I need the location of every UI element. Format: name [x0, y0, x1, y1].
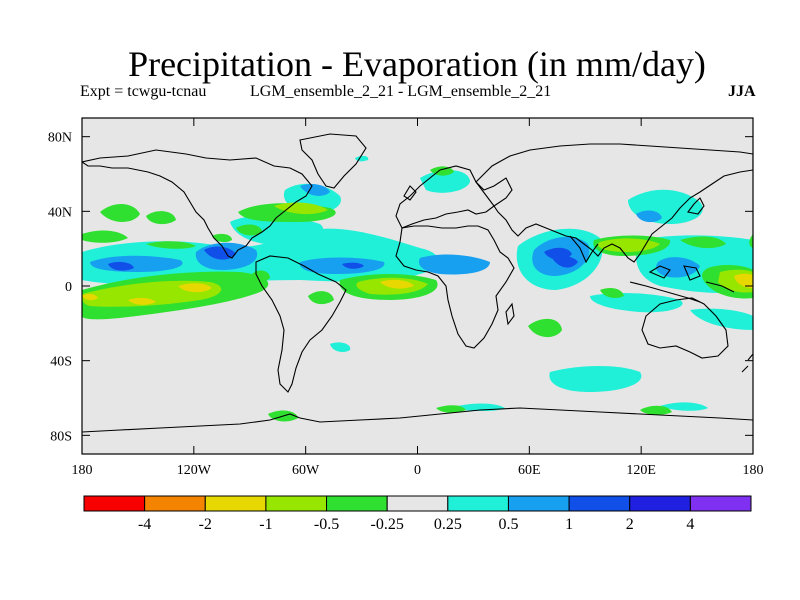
europe-coast — [395, 165, 513, 229]
colorbar-label: -2 — [199, 516, 212, 533]
colorbar-swatch — [83, 495, 146, 512]
antarctica-coast — [82, 407, 753, 433]
experiment-label: Expt = tcwgu-tcnau — [80, 83, 207, 100]
lon-tick-label: 120E — [626, 463, 656, 478]
colorbar-swatch — [629, 495, 691, 512]
colorbar: -4 -2 -1 -0.5 -0.25 0.25 0.5 1 2 4 — [83, 495, 752, 533]
precip-field — [82, 155, 753, 422]
colorbar-swatch — [689, 495, 752, 512]
lon-tick-label: 60E — [518, 463, 541, 478]
colorbar-label: 4 — [686, 516, 694, 533]
lon-tick-label: 0 — [414, 463, 421, 478]
colorbar-label: 2 — [626, 516, 634, 533]
colorbar-label: -4 — [138, 516, 151, 533]
colorbar-swatch — [507, 495, 570, 512]
colorbar-label: -0.5 — [314, 516, 339, 533]
lat-tick-label: 40N — [48, 205, 72, 220]
plot-title: Precipitation - Evaporation (in mm/day) — [128, 44, 706, 84]
lat-tick-label: 40S — [50, 355, 72, 370]
season-label: JJA — [728, 83, 756, 100]
lon-tick-label: 180 — [72, 463, 93, 478]
asia-coast — [475, 143, 753, 263]
lon-tick-label: 180 — [743, 463, 764, 478]
north-america-coast — [82, 149, 313, 259]
run-comparison-label: LGM_ensemble_2_21 - LGM_ensemble_2_21 — [250, 83, 552, 100]
colorbar-swatch — [265, 495, 328, 512]
coastlines — [82, 133, 753, 433]
colorbar-label: 1 — [565, 516, 573, 533]
new-zealand-coast — [741, 353, 753, 373]
colorbar-swatch — [568, 495, 631, 512]
colorbar-swatch — [386, 495, 449, 512]
colorbar-label: 0.25 — [434, 516, 462, 533]
india-coast — [569, 235, 599, 264]
colorbar-label: -1 — [259, 516, 272, 533]
colorbar-swatch — [144, 495, 206, 512]
australia-coast — [641, 297, 729, 359]
madagascar-coast — [505, 302, 515, 326]
south-america-coast — [255, 255, 347, 393]
lon-tick-label: 120W — [177, 463, 212, 478]
colorbar-swatch — [447, 495, 509, 512]
lat-tick-label: 0 — [65, 280, 72, 295]
japan-coast — [687, 197, 705, 215]
uk-coast — [403, 185, 417, 201]
lat-tick-label: 80S — [50, 429, 72, 444]
africa-coast — [395, 225, 515, 349]
colorbar-label: -0.25 — [371, 516, 404, 533]
axes: 80N 40N 0 40S 80S 180 120W 60W 0 60E 120E 180 — [48, 118, 764, 478]
negative-weak-regions — [82, 166, 753, 422]
lon-tick-label: 60W — [292, 463, 320, 478]
indonesia-coast — [629, 265, 735, 303]
greenland-coast — [299, 133, 367, 189]
negative-strong-regions — [82, 273, 753, 305]
colorbar-label: 0.5 — [498, 516, 518, 533]
colorbar-swatch — [204, 495, 267, 512]
colorbar-swatch — [326, 495, 388, 512]
lat-tick-label: 80N — [48, 131, 72, 146]
